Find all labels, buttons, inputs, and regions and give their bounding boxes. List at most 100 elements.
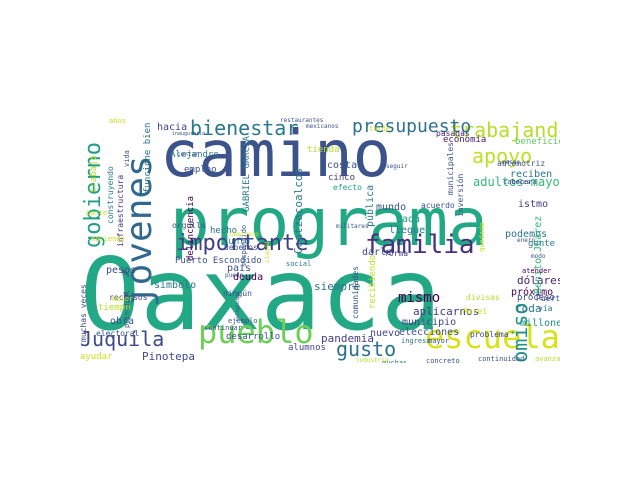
word-avanzando: avanzando	[535, 355, 560, 363]
word-mundo: mundo	[376, 202, 407, 213]
word-ciudad: ciudad	[264, 241, 271, 263]
word-pública: pública	[365, 184, 376, 227]
word-municipales: municipales	[446, 142, 455, 195]
word-escuela: escuela	[425, 318, 560, 356]
word-vida: vida	[123, 150, 131, 167]
word-haciendo: haciendo	[91, 235, 125, 243]
word-mayor: mayor	[428, 337, 450, 345]
word-municipio: municipio	[402, 317, 457, 328]
word-construyendo: construyendo	[106, 166, 115, 224]
word-junto: junto	[223, 237, 251, 247]
word-puedo: puedo	[225, 272, 244, 279]
word-hacia: hacia	[157, 122, 188, 133]
word-tarde: tarde	[369, 125, 391, 133]
word-industria: industria	[356, 357, 389, 364]
word-pueblo: pueblo	[198, 313, 314, 351]
word-atender: atender	[522, 267, 552, 275]
word-muchas: muchas	[382, 359, 408, 364]
word-inaugurarlo: inaugurarlo	[172, 131, 206, 137]
word-ningún: ningún	[223, 289, 252, 298]
word-puerto-escondido: Puerto Escondido	[175, 256, 262, 266]
word-istmo: istmo	[518, 199, 549, 210]
word-toda: toda	[515, 302, 542, 315]
word-tienda: tienda	[307, 145, 340, 155]
word-concreto: concreto	[426, 357, 460, 364]
word-quedado: quedado	[478, 222, 486, 252]
word-juquila: Juquila	[80, 327, 165, 351]
word-cerca: cerca	[512, 179, 531, 186]
word-coatzacoalcos: Coatzacoalcos	[292, 167, 305, 254]
word-acuerdo: acuerdo	[421, 201, 455, 210]
word-ingreso: ingreso	[401, 337, 431, 345]
word-divisas: divisas	[466, 293, 500, 302]
word-camino: camino	[160, 118, 392, 192]
word-contar: contar	[177, 151, 199, 158]
word-ejemplo: ejemplo	[228, 317, 258, 325]
word-debemos: debemos	[224, 243, 258, 252]
word-continuidad: continuidad	[478, 355, 525, 363]
word-social: social	[286, 260, 312, 268]
word-religiosos: religiosos	[235, 291, 241, 322]
word-seguir: seguir	[386, 163, 408, 170]
word-mesas: mesas	[502, 159, 521, 166]
word-darle: darle	[362, 247, 393, 258]
word-oaxaca: Oaxaca	[80, 236, 442, 353]
word-cada: cada	[396, 214, 421, 225]
word-alumnos: alumnos	[288, 343, 326, 353]
word-comunidades: comunidades	[351, 266, 360, 319]
word-puerto: Puerto	[536, 294, 560, 303]
word-pinotepa: Pinotepa	[142, 350, 195, 363]
word-símbolo: símbolo	[154, 280, 197, 291]
word-problema: problema	[470, 330, 509, 339]
word-pandemia: pandemia	[321, 332, 374, 345]
word-vía: vía	[538, 304, 553, 313]
word-apoyo: apoyo	[472, 144, 533, 168]
word-orgullo: orgullo	[172, 221, 206, 230]
word-mismo: mismo	[398, 290, 441, 306]
word-adultos-mayores: adultos mayores	[473, 175, 560, 189]
word-país: país	[227, 263, 252, 274]
word-gabriel-garcía: GABRIEL GARCÍA	[242, 136, 252, 212]
word-programa: programa	[170, 184, 488, 261]
word-guerrero: Guerrero	[230, 231, 259, 238]
word-modo: modo	[531, 253, 546, 260]
word-reciben: reciben	[510, 169, 553, 180]
word-siempre: siempre	[314, 280, 361, 293]
word-nuevo: nuevo	[370, 328, 401, 339]
word-morel: Morel	[463, 307, 488, 316]
word-millones: millones	[520, 318, 560, 329]
word-próximo: próximo	[511, 287, 554, 298]
word-funcione-bien: funcione bien	[143, 122, 153, 193]
word-trabajo: trabajo	[89, 155, 99, 193]
word-recibiendo: recibiendo	[368, 254, 378, 309]
word-desarrollo: desarrollo	[226, 332, 281, 342]
word-pasadas: pasadas	[436, 129, 470, 138]
word-efecto: efecto	[333, 183, 362, 192]
word-importante: importante	[176, 231, 309, 256]
word-electoral: electoral	[96, 329, 140, 338]
word-cabecera: cabecera	[503, 178, 537, 186]
word-parte: parte	[86, 209, 108, 217]
word-enero: enero	[517, 237, 536, 244]
word-deuda: deuda	[233, 272, 264, 283]
word-inversión: inversión	[456, 173, 465, 217]
word-recursos: recursos	[109, 293, 148, 302]
word-podemos: podemos	[505, 229, 548, 240]
word-continuar: continuar	[204, 324, 242, 332]
word-militares: militares	[336, 223, 369, 230]
word-dólares: dólares	[517, 274, 560, 287]
word-cloud: Oaxaca programa camino jóvenes escuela pueblo…	[80, 118, 560, 363]
word-mejor: mejor	[112, 295, 134, 303]
word-años: años	[109, 118, 126, 125]
word-llegue: llegue	[389, 225, 426, 236]
word-elecciones: elecciones	[399, 327, 460, 338]
word-obra: obra	[110, 316, 135, 327]
word-aplicarnos: aplicarnos	[413, 305, 480, 318]
word-empleo: empleo	[184, 165, 217, 175]
word-costa: costa	[327, 160, 358, 171]
word-presupuesto: presupuesto	[352, 118, 472, 137]
word-beneficio: beneficio	[515, 137, 560, 147]
word-pesos: pesos	[106, 265, 137, 276]
word-trabajando: trabajando	[450, 118, 560, 142]
word-economía: economía	[443, 135, 487, 145]
